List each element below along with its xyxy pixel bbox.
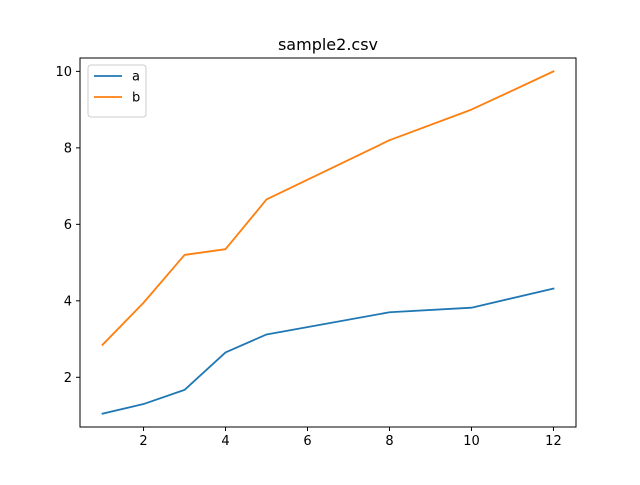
series-line-b — [101, 70, 555, 347]
y-tick-label: 2 — [64, 371, 72, 386]
series-line-a — [101, 287, 555, 415]
y-tick-label: 4 — [64, 294, 72, 309]
x-tick-label: 12 — [545, 434, 562, 449]
plot-area: 2 4 6 8 10 12 2 4 6 8 10 — [55, 57, 577, 449]
legend-label: b — [132, 91, 140, 106]
y-tick-label: 10 — [55, 65, 72, 80]
legend: ab — [87, 64, 147, 118]
x-tick-label: 10 — [463, 434, 480, 449]
legend-box — [87, 64, 147, 118]
chart-title: sample2.csv — [278, 35, 378, 54]
x-tick-label: 4 — [221, 434, 229, 449]
y-tick-label: 8 — [64, 141, 72, 156]
y-tick-label: 6 — [64, 218, 72, 233]
axes-frame — [79, 57, 577, 428]
x-tick-label: 8 — [385, 434, 393, 449]
x-tick-label: 6 — [303, 434, 311, 449]
x-tick-label: 2 — [139, 434, 147, 449]
legend-label: a — [132, 70, 140, 85]
